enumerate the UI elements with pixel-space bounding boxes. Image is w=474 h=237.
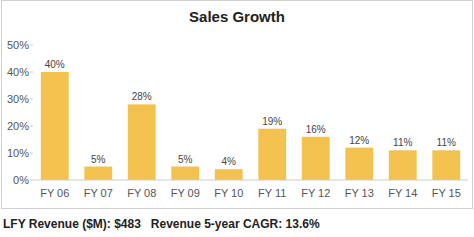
y-tick-label: 40% xyxy=(7,66,29,78)
x-tick-label: FY 12 xyxy=(301,187,330,199)
x-tick-label: FY 09 xyxy=(171,187,200,199)
bar xyxy=(128,104,156,180)
x-tick-label: FY 06 xyxy=(40,187,69,199)
tick-mark xyxy=(30,153,33,154)
bars xyxy=(41,72,460,180)
data-label: 4% xyxy=(222,156,237,167)
y-tick-label: 50% xyxy=(7,39,29,51)
data-label: 11% xyxy=(437,137,456,148)
data-label: 28% xyxy=(132,91,152,102)
tick-mark xyxy=(30,99,33,100)
y-tick-label: 30% xyxy=(7,93,29,105)
panel-frame xyxy=(2,1,473,209)
x-axis-line xyxy=(33,180,468,181)
title: Sales Growth xyxy=(189,8,285,25)
bar xyxy=(389,150,417,180)
bar xyxy=(84,167,112,181)
data-label: 12% xyxy=(349,135,369,146)
bar xyxy=(258,129,286,180)
data-label: 19% xyxy=(262,116,282,127)
bar xyxy=(215,169,243,180)
bar xyxy=(345,148,373,180)
x-tick-label: FY 10 xyxy=(214,187,243,199)
y-tick-label: 10% xyxy=(7,147,29,159)
bar xyxy=(302,137,330,180)
x-tick-label: FY 07 xyxy=(84,187,113,199)
y-tick-label: 0% xyxy=(13,174,29,186)
x-tick-label: FY 15 xyxy=(432,187,461,199)
chart: Sales Growth 0% 10% 20% 30% 40% 50% 40% 5% 28% 5% 4… xyxy=(0,0,474,237)
data-label: 16% xyxy=(306,124,326,135)
tick-mark xyxy=(30,126,33,127)
x-tick-label: FY 13 xyxy=(345,187,374,199)
y-tick-label: 20% xyxy=(7,120,29,132)
tick-mark xyxy=(30,180,33,181)
x-tick-label: FY 11 xyxy=(258,187,286,199)
bar xyxy=(171,167,199,181)
footer-text: Revenue 5-year CAGR: 13.6% xyxy=(151,217,320,231)
x-tick-label: FY 14 xyxy=(388,187,417,199)
data-label: 5% xyxy=(178,154,193,165)
data-label: 40% xyxy=(45,59,65,70)
x-tick-label: FY 08 xyxy=(127,187,156,199)
data-label: 11% xyxy=(393,137,412,148)
data-label: 5% xyxy=(91,154,106,165)
tick-mark xyxy=(30,72,33,73)
footer-text: LFY Revenue ($M): $483 xyxy=(3,217,141,231)
bar xyxy=(41,72,69,180)
page: {"chart_data": {"type": "bar", "title": … xyxy=(0,0,474,237)
tick-mark xyxy=(30,45,33,46)
bar xyxy=(432,150,460,180)
